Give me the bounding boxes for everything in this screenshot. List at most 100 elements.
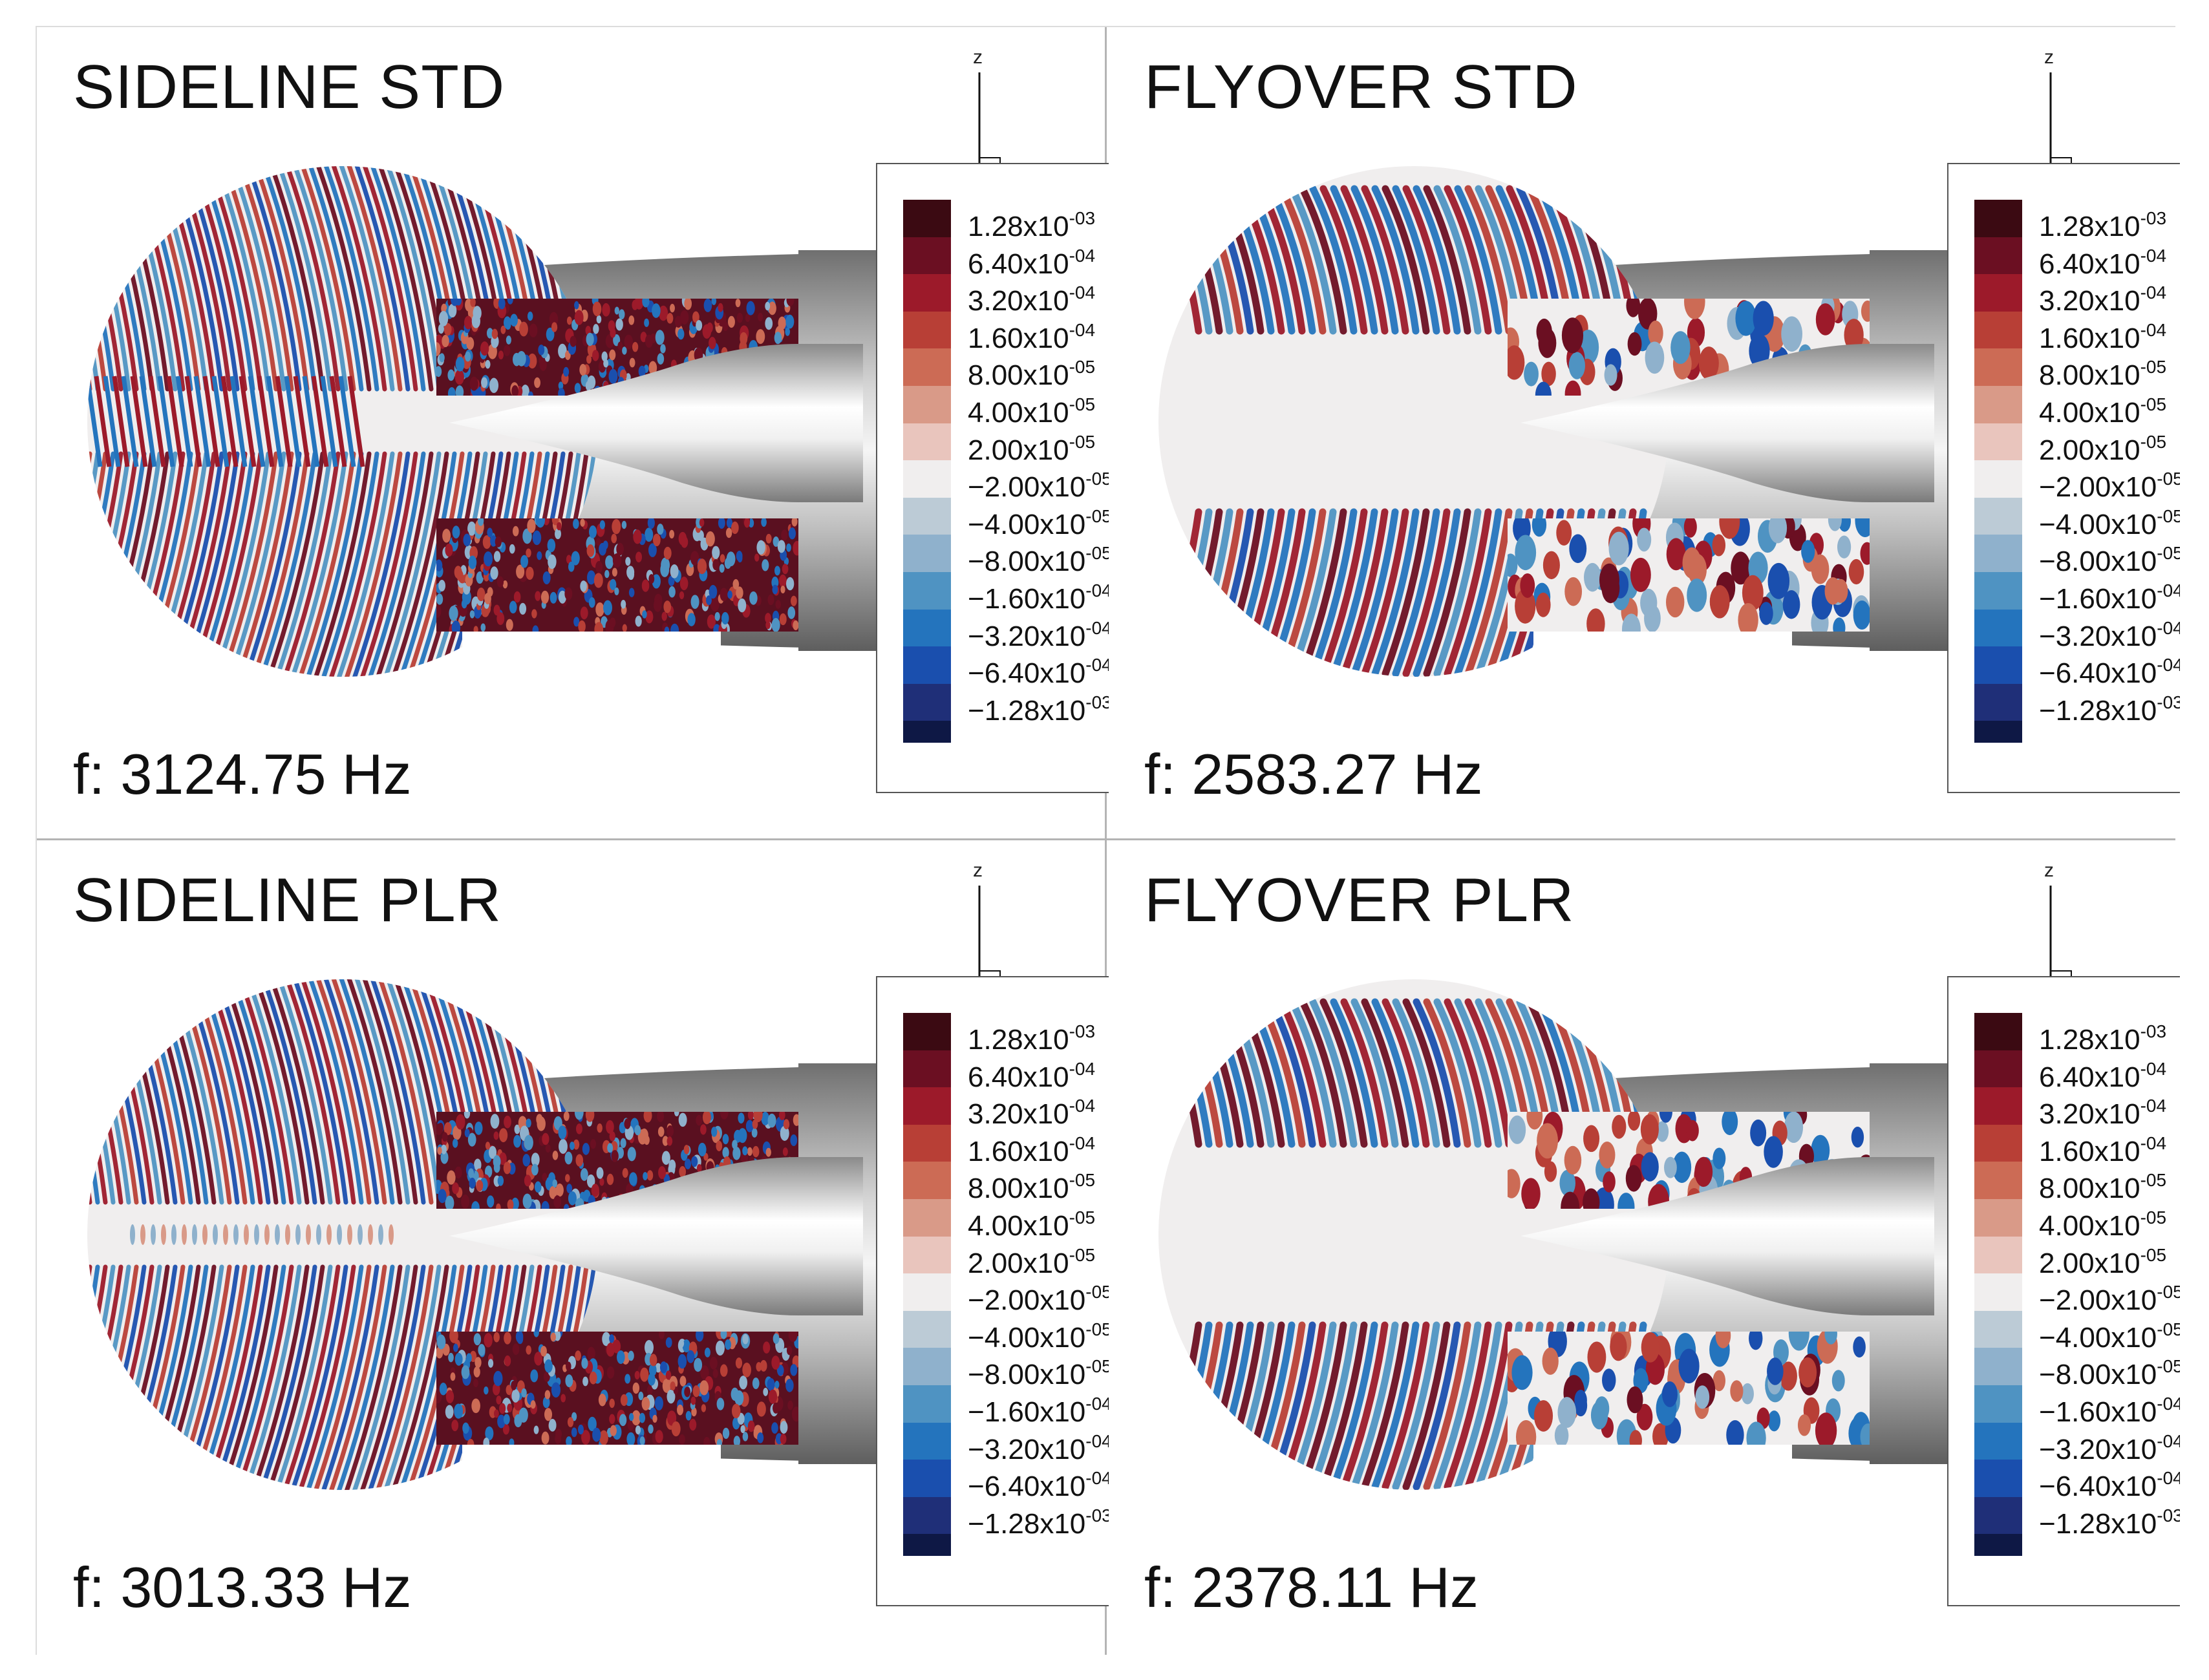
legend-swatch <box>1974 609 2022 647</box>
legend-label-mantissa: −2.00x10 <box>2039 471 2157 504</box>
legend-swatch <box>903 646 951 684</box>
legend-label-exponent: -04 <box>1069 1132 1096 1153</box>
legend-label-mantissa: 4.00x10 <box>968 397 1069 429</box>
legend-swatch <box>903 1310 951 1348</box>
legend-label-mantissa: 6.40x10 <box>2039 248 2140 280</box>
legend-label: 4.00x10-05 <box>2039 396 2166 429</box>
legend-swatch <box>1974 423 2022 461</box>
legend-label-mantissa: 8.00x10 <box>2039 359 2140 392</box>
legend-swatch <box>1974 1460 2022 1497</box>
legend-swatch <box>1974 535 2022 572</box>
legend-label-mantissa: 2.00x10 <box>2039 1247 2140 1279</box>
legend-label: −2.00x10-05 <box>2039 1283 2180 1317</box>
legend-label-exponent: -05 <box>2157 1356 2180 1377</box>
legend-label: 4.00x10-05 <box>968 396 1095 429</box>
contour-legend: 1.28x10-03 6.40x10-04 3.20x10-04 1.60x10-04… <box>876 976 1109 1606</box>
legend-label-exponent: -04 <box>2140 1096 2167 1116</box>
legend-swatch <box>1974 1162 2022 1199</box>
legend-label-mantissa: −4.00x10 <box>968 1321 1086 1354</box>
legend-label-mantissa: 8.00x10 <box>968 1173 1069 1205</box>
legend-swatch <box>903 535 951 572</box>
legend-label: −8.00x10-05 <box>968 544 1109 578</box>
legend-label: 1.60x10-04 <box>968 1134 1095 1167</box>
legend-swatch <box>903 200 951 237</box>
legend-label-mantissa: 3.20x10 <box>2039 285 2140 317</box>
legend-label: 2.00x10-05 <box>968 1246 1095 1278</box>
legend-label-exponent: -04 <box>1085 1430 1109 1451</box>
legend-label-mantissa: −6.40x10 <box>968 657 1086 690</box>
legend-label-exponent: -04 <box>1069 1096 1096 1116</box>
legend-label-exponent: -04 <box>1069 1058 1096 1079</box>
legend-label-mantissa: −1.60x10 <box>968 583 1086 615</box>
legend-label-exponent: -03 <box>2140 208 2167 228</box>
legend-label-exponent: -05 <box>1085 1319 1109 1339</box>
legend-label-exponent: -05 <box>1069 1244 1096 1265</box>
legend-label: −4.00x10-05 <box>2039 1320 2180 1354</box>
legend-swatch <box>903 1422 951 1460</box>
legend-label: 3.20x10-04 <box>2039 1097 2166 1129</box>
legend-label-exponent: -05 <box>2140 431 2167 452</box>
legend-label-mantissa: 3.20x10 <box>968 1098 1069 1131</box>
legend-label-exponent: -05 <box>1085 1356 1109 1377</box>
legend-swatch <box>1974 1199 2022 1237</box>
legend-label-exponent: -04 <box>1085 655 1109 675</box>
legend-label-mantissa: −8.00x10 <box>968 546 1086 578</box>
legend-label: −3.20x10-04 <box>968 619 1109 651</box>
legend-label-mantissa: −3.20x10 <box>2039 620 2157 652</box>
legend-swatch <box>1974 1124 2022 1162</box>
legend-label-mantissa: −4.00x10 <box>2039 1321 2157 1354</box>
legend-label-mantissa: 1.28x10 <box>968 1024 1069 1056</box>
legend-label-mantissa: −4.00x10 <box>968 508 1086 540</box>
legend-label-exponent: -04 <box>2157 617 2180 638</box>
legend-label: 8.00x10-05 <box>968 358 1095 392</box>
legend-label: 4.00x10-05 <box>2039 1209 2166 1240</box>
legend-label-mantissa: −1.60x10 <box>2039 583 2157 615</box>
axis-label-z: z <box>2044 47 2054 68</box>
legend-label: −2.00x10-05 <box>968 470 1109 502</box>
legend-swatch <box>1974 386 2022 423</box>
legend-label: −4.00x10-05 <box>968 1320 1109 1354</box>
legend-label: 1.28x10-03 <box>968 1023 1095 1056</box>
legend-label-mantissa: 1.60x10 <box>2039 1135 2140 1167</box>
legend-label-mantissa: −1.28x10 <box>2039 694 2157 727</box>
legend-label-mantissa: 4.00x10 <box>2039 397 2140 429</box>
legend-label-mantissa: 3.20x10 <box>968 285 1069 317</box>
panel-title: FLYOVER PLR <box>1144 866 1575 935</box>
legend-label-mantissa: −3.20x10 <box>968 1433 1086 1465</box>
panel-title: SIDELINE STD <box>73 52 506 122</box>
legend-label-exponent: -04 <box>1069 245 1096 266</box>
frequency-label: f: 3013.33 Hz <box>73 1555 412 1619</box>
legend-label: −3.20x10-04 <box>2039 1432 2180 1464</box>
legend-label-mantissa: 8.00x10 <box>968 359 1069 392</box>
legend-label-exponent: -04 <box>2140 1058 2167 1079</box>
contour-legend: 1.28x10-03 6.40x10-04 3.20x10-04 1.60x10-04… <box>1947 976 2180 1606</box>
legend-label: 6.40x10-04 <box>968 1059 1095 1093</box>
legend-label-exponent: -03 <box>1069 208 1096 228</box>
legend-label-mantissa: −4.00x10 <box>2039 508 2157 540</box>
flow-field-scene <box>1158 166 2180 790</box>
legend-label: 6.40x10-04 <box>2039 1059 2166 1092</box>
legend-label-exponent: -04 <box>2157 655 2180 675</box>
legend-label-mantissa: 2.00x10 <box>968 434 1069 466</box>
legend-label: −6.40x10-04 <box>2039 1469 2180 1501</box>
legend-swatch <box>903 1124 951 1162</box>
legend-label: 8.00x10-05 <box>968 1171 1095 1205</box>
legend-label-mantissa: −8.00x10 <box>2039 546 2157 578</box>
legend-swatch <box>903 683 951 721</box>
legend-label: −8.00x10-05 <box>2039 1357 2180 1389</box>
legend-swatch <box>903 572 951 610</box>
legend-swatch <box>903 348 951 386</box>
legend-swatch <box>903 1348 951 1385</box>
axis-label-z: z <box>2044 860 2054 881</box>
legend-swatch <box>903 721 951 743</box>
legend-swatch <box>1974 1496 2022 1535</box>
legend-label-exponent: -05 <box>1069 1170 1096 1191</box>
legend-label-mantissa: −6.40x10 <box>2039 657 2157 690</box>
legend-label-exponent: -05 <box>1085 505 1109 526</box>
legend-label-mantissa: −2.00x10 <box>2039 1284 2157 1317</box>
legend-label-mantissa: 6.40x10 <box>968 1061 1069 1093</box>
legend-label-mantissa: 6.40x10 <box>968 248 1069 280</box>
legend-label: −2.00x10-05 <box>2039 470 2180 504</box>
legend-swatch <box>1974 1310 2022 1348</box>
legend-label-mantissa: 1.60x10 <box>968 1135 1069 1167</box>
